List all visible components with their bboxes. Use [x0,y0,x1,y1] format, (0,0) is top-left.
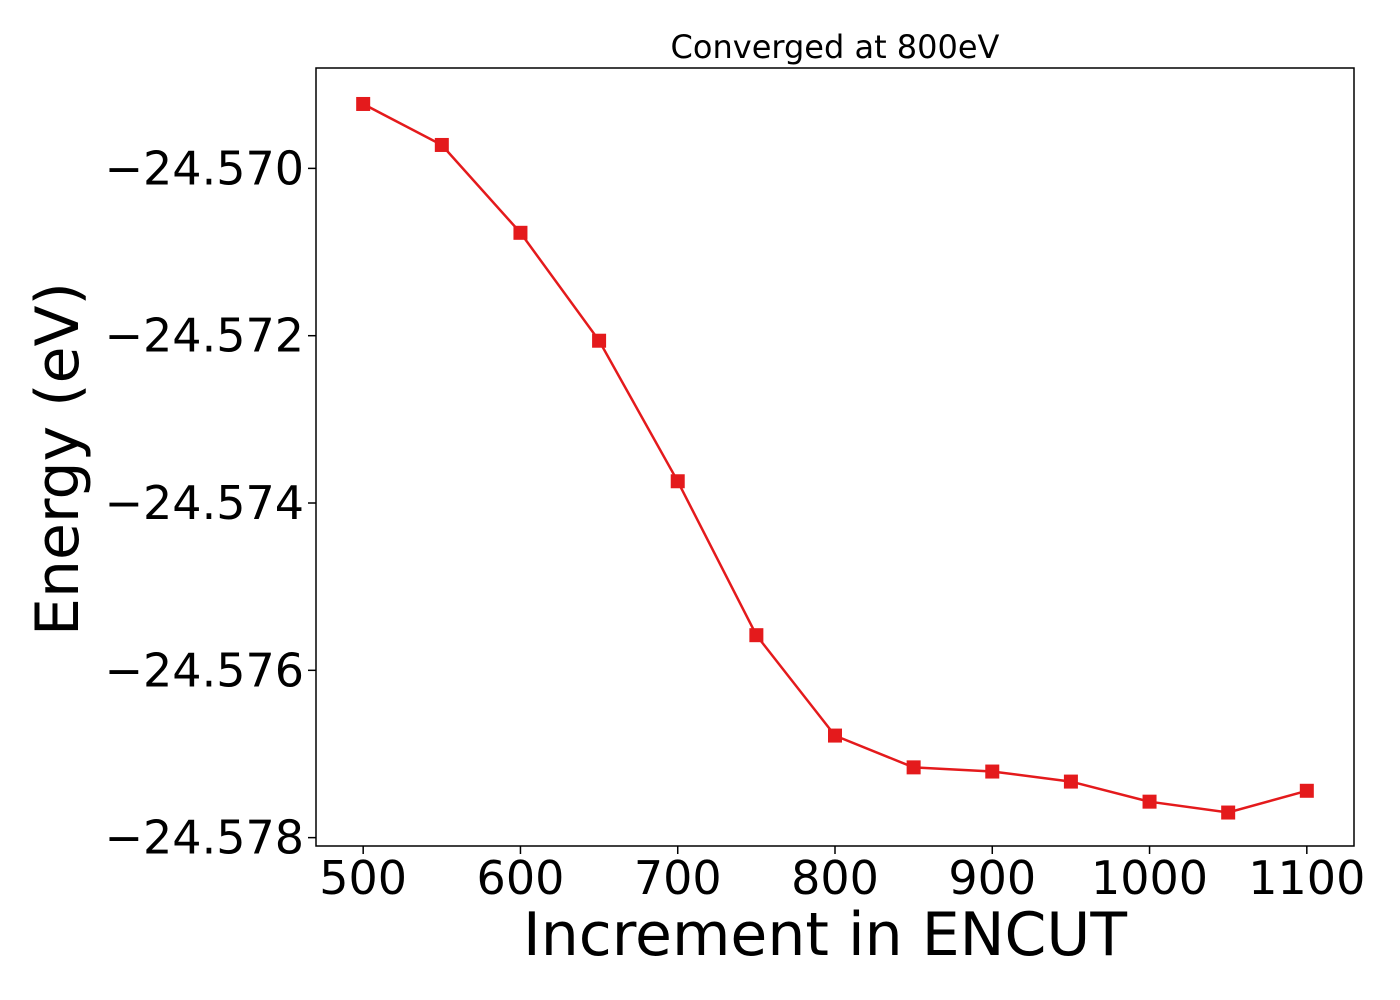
x-tick-label: 600 [477,851,565,905]
data-point [828,728,842,743]
data-point [1142,794,1157,809]
data-point [670,474,685,489]
x-tick-label: 1100 [1248,851,1365,905]
data-point [592,333,607,348]
data-point [985,764,1000,779]
data-point [749,628,764,643]
x-axis-label: Increment in ENCUT [523,900,1127,970]
data-point [434,137,449,152]
series-layer [356,96,1314,820]
x-tick-label: 500 [319,851,407,905]
data-point [356,96,371,111]
y-tick-label: −24.578 [105,811,305,865]
data-point [1063,774,1078,789]
y-axis-label: Energy (eV) [23,282,93,636]
y-tick-label: −24.572 [105,309,305,363]
chart-title: Converged at 800eV [671,28,1000,66]
x-tick-label: 900 [948,851,1036,905]
x-tick-label: 1000 [1091,851,1208,905]
data-point [1221,805,1236,820]
x-axis: 500 600 700 800 900 1000 1100 [319,846,1365,905]
y-tick-label: −24.570 [105,141,305,195]
data-point [513,225,528,240]
data-point [1299,783,1314,798]
y-tick-label: −24.576 [105,643,305,697]
data-point [906,760,921,775]
x-tick-label: 700 [634,851,722,905]
y-tick-label: −24.574 [105,476,305,530]
series-line [362,102,1308,814]
y-axis: −24.570 −24.572 −24.574 −24.576 −24.578 [105,141,316,865]
x-tick-label: 800 [791,851,879,905]
